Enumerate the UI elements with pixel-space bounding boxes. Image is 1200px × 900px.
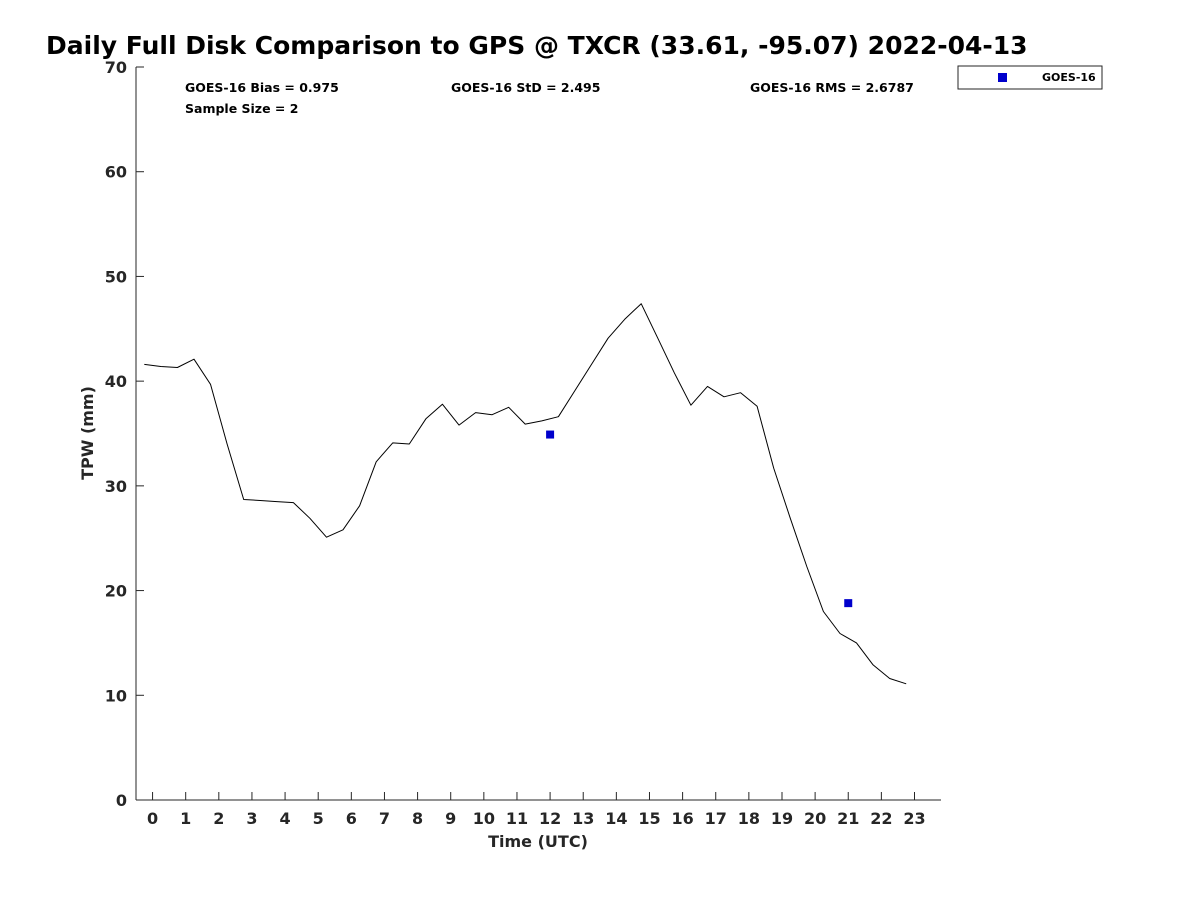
x-tick-label: 5 (313, 809, 324, 828)
x-tick-label: 16 (671, 809, 693, 828)
x-tick-label: 4 (280, 809, 291, 828)
x-tick-label: 2 (213, 809, 224, 828)
x-axis-label: Time (UTC) (488, 832, 588, 851)
x-tick-label: 12 (539, 809, 561, 828)
x-tick-label: 3 (246, 809, 257, 828)
y-ticks: 0 10 20 30 40 50 60 70 (105, 58, 144, 810)
x-tick-label: 13 (572, 809, 594, 828)
y-axis-label: TPW (mm) (78, 386, 97, 480)
x-tick-label: 22 (870, 809, 892, 828)
axes (135, 67, 941, 801)
goes-16-point (844, 599, 853, 608)
x-tick-label: 6 (346, 809, 357, 828)
y-tick-label: 40 (105, 372, 127, 391)
stat-bias: GOES-16 Bias = 0.975 (185, 80, 339, 95)
gps-tpw-line (144, 303, 907, 685)
x-tick-label: 11 (506, 809, 528, 828)
stat-rms: GOES-16 RMS = 2.6787 (750, 80, 914, 95)
x-tick-label: 14 (605, 809, 627, 828)
x-tick-label: 21 (837, 809, 859, 828)
x-tick-label: 20 (804, 809, 826, 828)
x-tick-label: 0 (147, 809, 158, 828)
goes-16-point (546, 430, 555, 439)
y-tick-label: 30 (105, 477, 127, 496)
legend-box (957, 65, 1103, 90)
x-tick-label: 18 (738, 809, 760, 828)
y-tick-label: 0 (116, 791, 127, 810)
x-tick-label: 8 (412, 809, 423, 828)
stat-sample-size: Sample Size = 2 (185, 101, 298, 116)
x-tick-label: 23 (903, 809, 925, 828)
x-tick-label: 10 (473, 809, 495, 828)
x-tick-label: 17 (705, 809, 727, 828)
x-tick-label: 1 (180, 809, 191, 828)
y-tick-label: 20 (105, 582, 127, 601)
y-tick-label: 60 (105, 163, 127, 182)
y-tick-label: 10 (105, 686, 127, 705)
legend-marker-goes-16 (998, 73, 1007, 82)
legend-label-goes-16: GOES-16 (1042, 71, 1096, 84)
x-tick-label: 9 (445, 809, 456, 828)
plot-area (144, 303, 907, 685)
y-tick-label: 50 (105, 267, 127, 286)
x-ticks: 0 1 2 3 4 5 6 7 8 9 10 11 12 13 14 15 16 17 18 19 20 21 22 23 (147, 792, 926, 828)
x-tick-label: 7 (379, 809, 390, 828)
stat-std: GOES-16 StD = 2.495 (451, 80, 600, 95)
x-tick-label: 15 (638, 809, 660, 828)
legend: GOES-16 (957, 65, 1103, 90)
x-tick-label: 19 (771, 809, 793, 828)
chart-title: Daily Full Disk Comparison to GPS @ TXCR… (46, 31, 1028, 60)
stats-annotations: GOES-16 Bias = 0.975 GOES-16 StD = 2.495… (185, 80, 914, 116)
y-tick-label: 70 (105, 58, 127, 77)
